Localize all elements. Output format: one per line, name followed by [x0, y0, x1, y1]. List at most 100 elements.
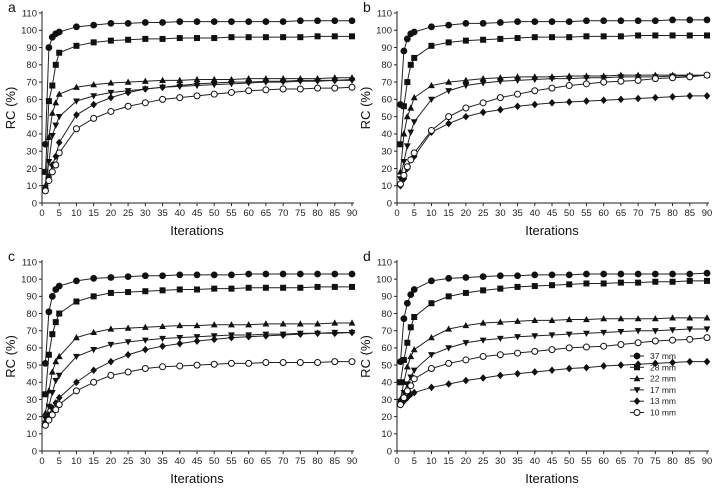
data-point	[496, 351, 504, 359]
x-tick-label: 0	[39, 456, 44, 467]
data-point	[703, 326, 711, 333]
x-tick-label: 20	[461, 456, 472, 467]
data-point	[410, 346, 418, 353]
data-point	[531, 100, 539, 109]
series-28-mm	[397, 32, 710, 148]
data-point	[462, 76, 470, 83]
data-point	[583, 17, 590, 25]
data-point	[55, 393, 63, 402]
data-point	[548, 316, 556, 324]
x-tick-label: 60	[598, 456, 609, 467]
data-point	[514, 334, 521, 341]
data-point	[462, 19, 470, 27]
data-point	[331, 33, 338, 40]
data-point	[176, 286, 183, 293]
x-tick-label: 50	[564, 456, 575, 467]
data-point	[411, 313, 418, 320]
data-point	[600, 17, 608, 25]
x-axis-label: Iterations	[525, 471, 579, 486]
data-point	[411, 54, 418, 61]
data-point	[41, 421, 49, 429]
data-point	[496, 19, 504, 26]
data-point	[176, 271, 184, 279]
data-point	[228, 18, 235, 26]
data-point	[331, 283, 338, 290]
data-point	[279, 359, 287, 367]
data-point	[445, 88, 453, 95]
series-line	[44, 77, 352, 186]
data-point	[428, 277, 435, 285]
data-point	[72, 125, 80, 133]
data-point	[497, 371, 504, 380]
series-line	[44, 35, 352, 172]
x-tick-label: 50	[209, 208, 220, 219]
x-tick-label: 40	[174, 456, 185, 467]
data-point	[142, 345, 149, 354]
data-point	[462, 289, 469, 296]
data-point	[297, 76, 304, 85]
data-point	[124, 78, 132, 85]
y-tick-label: 0	[387, 446, 392, 457]
y-axis-label: RC (%)	[3, 335, 18, 378]
data-point	[55, 282, 63, 290]
data-point	[617, 33, 624, 40]
series-28-mm	[42, 33, 355, 175]
data-point	[52, 319, 59, 326]
data-point	[297, 284, 304, 291]
data-point	[617, 340, 625, 348]
data-point	[428, 383, 435, 392]
data-point	[141, 272, 149, 280]
y-tick-label: 70	[381, 77, 392, 88]
data-point	[90, 114, 98, 122]
chart-panel-c: 0 10 20 30 40 50 60 70 80 90 100 110 0 5 10 15 20 25 30 35 4…	[3, 248, 357, 486]
series-22-mm	[42, 74, 356, 189]
x-tick-label: 10	[71, 456, 82, 467]
data-point	[703, 16, 711, 24]
data-point	[462, 104, 470, 112]
data-point	[228, 78, 235, 86]
data-point	[565, 364, 573, 373]
data-point	[73, 378, 80, 387]
data-point	[397, 141, 404, 148]
series-line	[44, 331, 353, 423]
data-point	[297, 34, 304, 41]
data-point	[279, 77, 287, 86]
x-tick-label: 25	[123, 456, 134, 467]
data-point	[548, 271, 556, 279]
data-point	[548, 346, 556, 354]
data-point	[514, 317, 521, 324]
data-point	[462, 356, 470, 364]
y-tick-label: 80	[26, 60, 37, 71]
data-point	[565, 344, 573, 352]
y-tick-label: 80	[381, 309, 392, 320]
series-10-mm	[396, 71, 711, 188]
data-point	[514, 272, 521, 280]
data-point	[400, 130, 408, 137]
x-tick-label: 80	[312, 456, 323, 467]
data-point	[669, 270, 676, 278]
chart-panel-a: 0 10 20 30 40 50 60 70 80 90 100 110 0 5 10 15 20 25 30 35 4…	[3, 0, 357, 238]
data-point	[262, 34, 269, 41]
data-point	[600, 75, 608, 82]
data-point	[280, 284, 287, 291]
data-point	[193, 75, 201, 83]
x-tick-label: 65	[616, 456, 627, 467]
x-tick-label: 70	[633, 208, 644, 219]
data-point	[634, 270, 642, 278]
data-point	[159, 35, 166, 42]
series-37-mm	[397, 269, 711, 366]
data-point	[55, 138, 63, 147]
y-tick-label: 90	[26, 43, 37, 54]
x-tick-label: 90	[347, 208, 358, 219]
data-point	[210, 90, 218, 98]
legend-marker	[633, 397, 641, 405]
data-point	[652, 278, 659, 285]
data-point	[480, 287, 487, 294]
data-point	[210, 79, 218, 87]
data-point	[445, 380, 452, 388]
data-point	[55, 28, 63, 36]
data-point	[228, 271, 235, 279]
data-point	[194, 35, 200, 42]
series-line	[399, 74, 708, 179]
data-point	[496, 335, 504, 343]
